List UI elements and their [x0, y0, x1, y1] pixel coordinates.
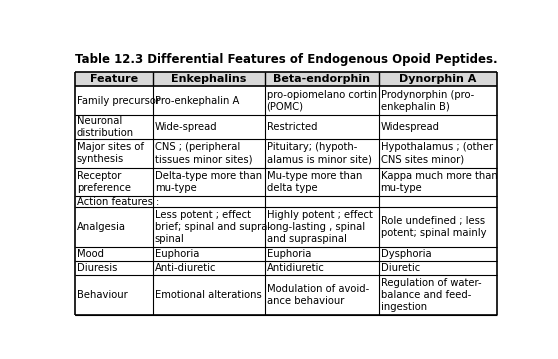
- Text: Pituitary; (hypoth-
alamus is minor site): Pituitary; (hypoth- alamus is minor site…: [267, 143, 372, 164]
- Text: Mu-type more than
delta type: Mu-type more than delta type: [267, 171, 362, 193]
- Text: Euphoria: Euphoria: [155, 249, 199, 259]
- Text: Diuretic: Diuretic: [381, 263, 420, 273]
- Text: Dysphoria: Dysphoria: [381, 249, 431, 259]
- Text: Neuronal
distribution: Neuronal distribution: [76, 116, 134, 138]
- Text: Table 12.3 Differential Features of Endogenous Opoid Peptides.: Table 12.3 Differential Features of Endo…: [75, 53, 497, 66]
- Text: Role undefined ; less
potent; spinal mainly: Role undefined ; less potent; spinal mai…: [381, 216, 486, 238]
- Text: Delta-type more than
mu-type: Delta-type more than mu-type: [155, 171, 262, 193]
- Text: Widespread: Widespread: [381, 122, 440, 132]
- Text: Restricted: Restricted: [267, 122, 317, 132]
- Text: Enkephalins: Enkephalins: [171, 74, 247, 84]
- Text: Highly potent ; effect
long-lasting , spinal
and supraspinal: Highly potent ; effect long-lasting , sp…: [267, 210, 373, 244]
- Text: Less potent ; effect
brief; spinal and supra-
spinal: Less potent ; effect brief; spinal and s…: [155, 210, 271, 244]
- Text: Regulation of water-
balance and feed-
ingestion: Regulation of water- balance and feed- i…: [381, 278, 481, 312]
- Text: Feature: Feature: [90, 74, 138, 84]
- Text: Emotional alterations: Emotional alterations: [155, 290, 262, 300]
- Text: Antidiuretic: Antidiuretic: [267, 263, 324, 273]
- Text: CNS ; (peripheral
tissues minor sites): CNS ; (peripheral tissues minor sites): [155, 143, 252, 164]
- Text: Euphoria: Euphoria: [267, 249, 311, 259]
- Text: Receptor
preference: Receptor preference: [76, 171, 131, 193]
- Text: Kappa much more than
mu-type: Kappa much more than mu-type: [381, 171, 497, 193]
- Text: Action features :: Action features :: [76, 197, 159, 206]
- Text: Prodynorphin (pro-
enkephalin B): Prodynorphin (pro- enkephalin B): [381, 90, 474, 112]
- Text: Mood: Mood: [76, 249, 104, 259]
- Text: Wide-spread: Wide-spread: [155, 122, 218, 132]
- Text: Dynorphin A: Dynorphin A: [399, 74, 477, 84]
- Text: Modulation of avoid-
ance behaviour: Modulation of avoid- ance behaviour: [267, 284, 369, 306]
- Text: Analgesia: Analgesia: [76, 222, 126, 232]
- Text: Pro-enkephalin A: Pro-enkephalin A: [155, 95, 239, 106]
- Text: Family precursor: Family precursor: [76, 95, 160, 106]
- Text: Behaviour: Behaviour: [76, 290, 127, 300]
- Text: Beta-endorphin: Beta-endorphin: [273, 74, 371, 84]
- Bar: [75, 72, 497, 87]
- Text: Anti-diuretic: Anti-diuretic: [155, 263, 217, 273]
- Text: Diuresis: Diuresis: [76, 263, 117, 273]
- Text: Major sites of
synthesis: Major sites of synthesis: [76, 143, 143, 164]
- Text: Hypothalamus ; (other
CNS sites minor): Hypothalamus ; (other CNS sites minor): [381, 143, 493, 164]
- Text: pro-opiomelano cortin
(POMC): pro-opiomelano cortin (POMC): [267, 90, 377, 112]
